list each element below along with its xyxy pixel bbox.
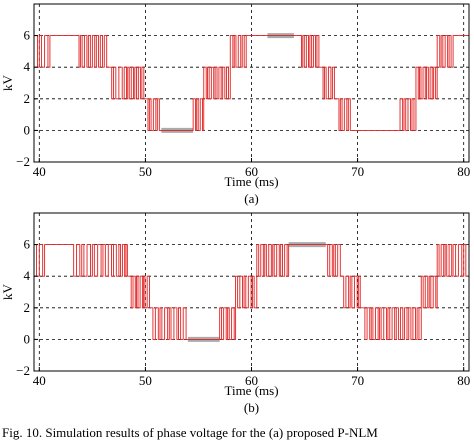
y-tick-label-1: 0 [24, 122, 31, 137]
x-tick-label-1: 50 [139, 373, 152, 388]
y-tick-label-3: 4 [24, 268, 31, 283]
y-axis-label: kV [0, 283, 15, 300]
y-tick-label-2: 2 [24, 91, 31, 106]
y-tick-label-1: 0 [24, 331, 31, 346]
y-axis-label: kV [0, 74, 15, 91]
y-tick-label-4: 6 [24, 237, 31, 252]
figure-caption: Fig. 10. Simulation results of phase vol… [2, 425, 378, 440]
voltage-waveform-series [34, 35, 469, 131]
x-tick-label-3: 70 [351, 373, 364, 388]
y-tick-label-2: 2 [24, 300, 31, 315]
subfigure-label: (b) [244, 400, 259, 415]
x-tick-label-0: 40 [33, 164, 46, 179]
x-tick-label-4: 80 [457, 164, 470, 179]
y-tick-label-0: −2 [16, 154, 30, 169]
y-tick-label-0: −2 [16, 363, 30, 378]
y-tick-label-3: 4 [24, 59, 31, 74]
x-tick-label-2: 60 [245, 373, 258, 388]
x-tick-label-1: 50 [139, 164, 152, 179]
x-tick-label-4: 80 [457, 373, 470, 388]
x-tick-label-2: 60 [245, 164, 258, 179]
y-tick-label-4: 6 [24, 28, 31, 43]
x-axis-label: Time (ms) [224, 174, 278, 189]
chart-panel-b: 40 50 60 70 80 −2 0 2 4 6 Time (ms) kV (b) [0, 212, 470, 415]
chart-panel-a: 40 50 60 70 80 −2 0 2 4 6 Time (ms) kV (a) [0, 3, 470, 206]
x-tick-label-0: 40 [33, 373, 46, 388]
voltage-waveform-series [34, 244, 469, 340]
subfigure-label: (a) [244, 191, 258, 206]
x-tick-label-3: 70 [351, 164, 364, 179]
x-axis-label: Time (ms) [224, 383, 278, 398]
